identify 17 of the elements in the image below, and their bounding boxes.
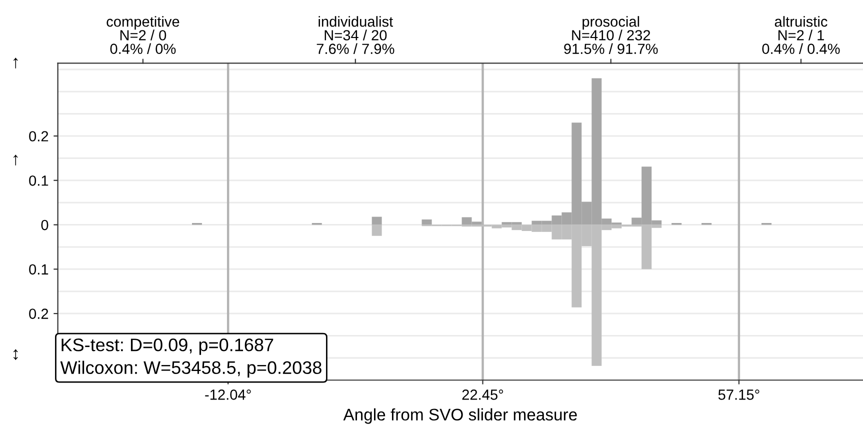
text: ↑ (14, 58, 18, 68)
text: prosocial N=410 / 232 91.5% / 91.7% (564, 16, 658, 54)
text: individualist N=34 / 20 7.6% / 7.9% (316, 16, 394, 54)
text: competitive N=2 / 0 0.4% / 0% (106, 16, 180, 54)
text: ↑ (14, 154, 18, 166)
y-tick-label: 0.1 (29, 175, 48, 186)
text: altruistic N=2 / 1 0.4% / 0.4% (762, 16, 840, 54)
x-tick-label: 22.45° (462, 390, 504, 400)
x-tick-label: 57.15° (718, 390, 760, 400)
y-tick-label: 0.2 (29, 308, 48, 319)
x-axis-title: Angle from SVO slider measure (343, 408, 577, 424)
y-tick-label: 0 (41, 220, 48, 230)
annotation: KS-test: D=0.09, p=0.1687 Wilcoxon: W=53458.5, p=0.2038 (60, 338, 322, 378)
y-tick-label: 0.2 (29, 131, 48, 142)
x-tick-label: -12.04° (205, 390, 251, 400)
y-tick-label: 0.1 (29, 264, 48, 275)
text: ↕ (14, 349, 18, 360)
